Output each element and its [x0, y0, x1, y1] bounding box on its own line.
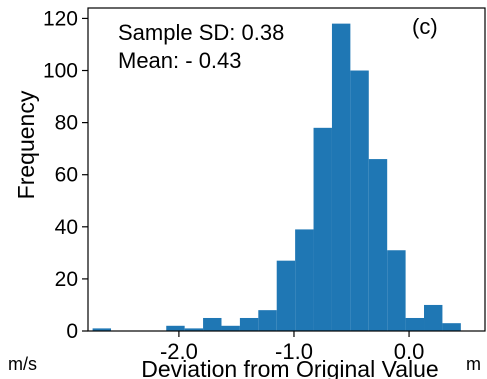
- x-axis-title: Deviation from Original Value: [141, 356, 438, 379]
- histogram-bar: [368, 159, 388, 331]
- mean-annotation: Mean: - 0.43: [118, 48, 242, 73]
- histogram-bar: [424, 304, 443, 331]
- histogram-bar: [258, 310, 277, 331]
- right-unit-label: m: [466, 354, 481, 374]
- sd-annotation: Sample SD: 0.38: [118, 20, 284, 45]
- y-axis-title: Frequency: [13, 90, 39, 199]
- x-tick-label: -2.0: [160, 339, 198, 364]
- histogram-bar: [221, 325, 240, 331]
- histogram-bar: [387, 250, 406, 331]
- y-tick-label: 60: [55, 164, 78, 187]
- histogram-bar: [405, 317, 425, 331]
- x-tick-label: -1.0: [275, 339, 313, 364]
- plot-frame: [87, 7, 486, 332]
- histogram-bar: [166, 325, 185, 331]
- histogram-bar: [442, 323, 461, 331]
- histogram-bar: [203, 317, 222, 331]
- histogram-bars: [92, 23, 461, 332]
- histogram-bar: [92, 328, 112, 331]
- y-tick-label: 0: [66, 320, 78, 343]
- histogram-bar: [295, 229, 314, 331]
- y-tick-label: 40: [55, 216, 78, 239]
- y-tick-label: 20: [55, 268, 78, 291]
- y-tick-label: 120: [43, 7, 78, 30]
- histogram-bar: [331, 23, 351, 332]
- panel-label: (c): [412, 14, 438, 39]
- histogram-bar: [239, 317, 259, 331]
- histogram-bar: [350, 70, 369, 332]
- histogram-bar: [313, 127, 332, 332]
- y-axis-ticks: 0 20 40 60 80 100 120: [43, 7, 88, 343]
- x-tick-label: 0.0: [394, 339, 425, 364]
- histogram-bar: [184, 328, 204, 331]
- x-axis-ticks: -2.0 -1.0 0.0: [160, 331, 424, 364]
- histogram-bar: [276, 260, 296, 331]
- y-tick-label: 80: [55, 112, 78, 135]
- y-tick-label: 100: [43, 60, 78, 83]
- left-unit-label: m/s: [8, 354, 37, 374]
